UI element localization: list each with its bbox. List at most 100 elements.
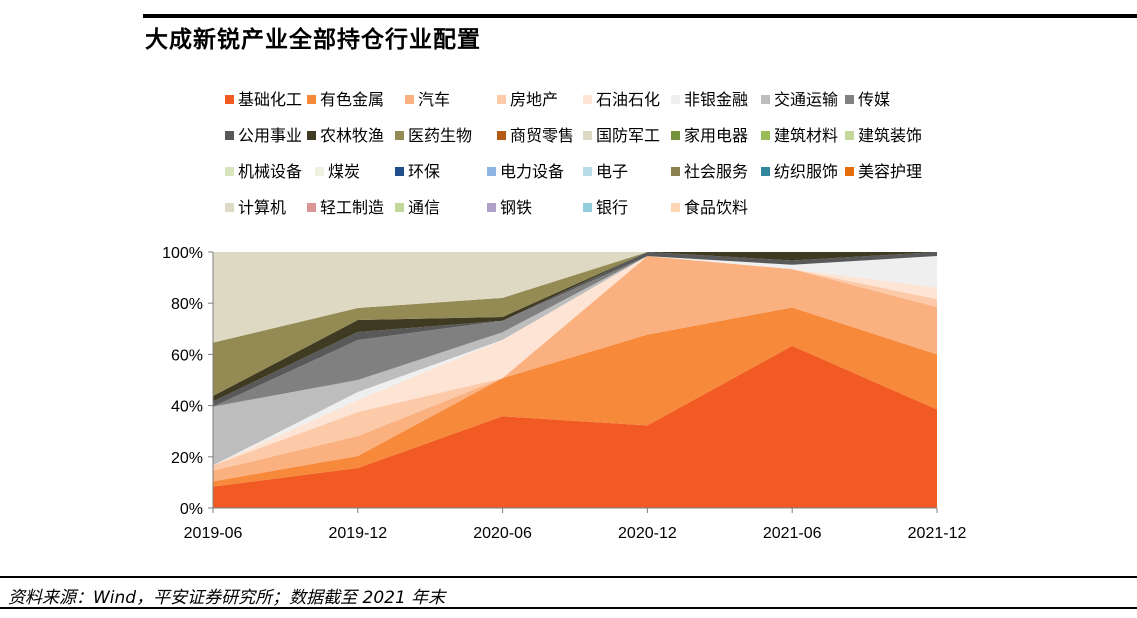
legend-swatch — [225, 131, 234, 140]
legend-swatch — [497, 95, 506, 104]
source-note: 资料来源：Wind，平安证券研究所；数据截至 2021 年末 — [8, 588, 446, 608]
legend-swatch — [845, 167, 854, 176]
legend-label: 农林牧渔 — [320, 126, 385, 145]
legend-swatch — [845, 131, 854, 140]
legend-swatch — [307, 203, 316, 212]
legend-swatch — [315, 167, 324, 176]
legend-label: 医药生物 — [408, 126, 473, 145]
legend-label: 社会服务 — [684, 162, 749, 181]
legend-label: 通信 — [408, 198, 441, 217]
x-tick-label: 2020-12 — [618, 525, 677, 542]
legend-swatch — [671, 131, 680, 140]
legend-item: 钢铁 — [487, 196, 532, 220]
legend-swatch — [395, 203, 404, 212]
y-tick-label: 40% — [171, 399, 203, 416]
legend-item: 商贸零售 — [497, 124, 574, 148]
legend-label: 美容护理 — [858, 162, 923, 181]
legend-item: 纺织服饰 — [761, 160, 838, 184]
legend-item: 建筑装饰 — [845, 124, 922, 148]
legend-label: 石油石化 — [596, 90, 661, 109]
legend-item: 环保 — [395, 160, 440, 184]
legend-label: 有色金属 — [320, 90, 385, 109]
x-tick-label: 2021-06 — [763, 525, 822, 542]
legend-label: 国防军工 — [596, 126, 661, 145]
legend-label: 电力设备 — [500, 162, 565, 181]
x-tick-label: 2019-12 — [328, 525, 387, 542]
area-series — [213, 255, 937, 407]
x-tick-label: 2019-06 — [184, 525, 243, 542]
legend-swatch — [845, 95, 854, 104]
legend-item: 医药生物 — [395, 124, 472, 148]
legend-label: 钢铁 — [500, 198, 533, 217]
legend-swatch — [761, 167, 770, 176]
x-tick-label: 2020-06 — [473, 525, 532, 542]
legend-item: 石油石化 — [583, 88, 660, 112]
y-tick-label: 0% — [180, 501, 203, 518]
legend-swatch — [671, 203, 680, 212]
area-series — [213, 255, 937, 466]
legend-item: 轻工制造 — [307, 196, 384, 220]
area-series — [213, 252, 937, 402]
legend-swatch — [583, 131, 592, 140]
legend-label: 汽车 — [418, 90, 451, 109]
legend-item: 农林牧渔 — [307, 124, 384, 148]
legend-label: 家用电器 — [684, 126, 749, 145]
legend-swatch — [671, 167, 680, 176]
legend-item: 传媒 — [845, 88, 890, 112]
area-series — [213, 252, 937, 396]
legend-label: 公用事业 — [238, 126, 303, 145]
legend-item: 电子 — [583, 160, 628, 184]
area-series — [213, 307, 937, 487]
legend-item: 银行 — [583, 196, 628, 220]
legend-swatch — [761, 131, 770, 140]
legend-label: 商贸零售 — [510, 126, 575, 145]
legend-swatch — [307, 95, 316, 104]
legend-swatch — [487, 203, 496, 212]
area-series — [213, 252, 937, 343]
legend-swatch — [395, 167, 404, 176]
legend-label: 纺织服饰 — [774, 162, 839, 181]
legend-item: 美容护理 — [845, 160, 922, 184]
legend-swatch — [761, 95, 770, 104]
legend-item: 计算机 — [225, 196, 286, 220]
legend-swatch — [225, 203, 234, 212]
legend-item: 食品饮料 — [671, 196, 748, 220]
area-series — [213, 345, 937, 508]
legend-item: 建筑材料 — [761, 124, 838, 148]
legend-label: 电子 — [596, 162, 629, 181]
page-title: 大成新锐产业全部持仓行业配置 — [145, 27, 481, 53]
legend-item: 通信 — [395, 196, 440, 220]
y-tick-label: 60% — [171, 347, 203, 364]
legend-swatch — [487, 167, 496, 176]
legend-label: 机械设备 — [238, 162, 303, 181]
legend-item: 非银金融 — [671, 88, 748, 112]
legend-label: 非银金融 — [684, 90, 749, 109]
legend-label: 计算机 — [238, 198, 287, 217]
legend-label: 建筑装饰 — [858, 126, 923, 145]
x-tick-label: 2021-12 — [908, 525, 967, 542]
y-tick-label: 20% — [171, 450, 203, 467]
legend-swatch — [395, 131, 404, 140]
legend-item: 煤炭 — [315, 160, 360, 184]
legend-swatch — [583, 203, 592, 212]
legend-label: 交通运输 — [774, 90, 839, 109]
y-tick-label: 100% — [162, 245, 203, 262]
legend-label: 轻工制造 — [320, 198, 385, 217]
legend-label: 房地产 — [510, 90, 559, 109]
legend-label: 煤炭 — [328, 162, 361, 181]
legend-swatch — [583, 95, 592, 104]
area-series — [213, 256, 937, 482]
legend-item: 房地产 — [497, 88, 558, 112]
legend-label: 基础化工 — [238, 90, 303, 109]
legend-label: 建筑材料 — [774, 126, 839, 145]
legend-item: 家用电器 — [671, 124, 748, 148]
source-rule-bottom — [0, 607, 1137, 609]
legend-label: 食品饮料 — [684, 198, 749, 217]
legend-swatch — [405, 95, 414, 104]
legend-swatch — [497, 131, 506, 140]
top-rule — [143, 14, 1137, 18]
legend-item: 国防军工 — [583, 124, 660, 148]
area-series — [213, 255, 937, 466]
legend-item: 机械设备 — [225, 160, 302, 184]
legend-item: 电力设备 — [487, 160, 564, 184]
